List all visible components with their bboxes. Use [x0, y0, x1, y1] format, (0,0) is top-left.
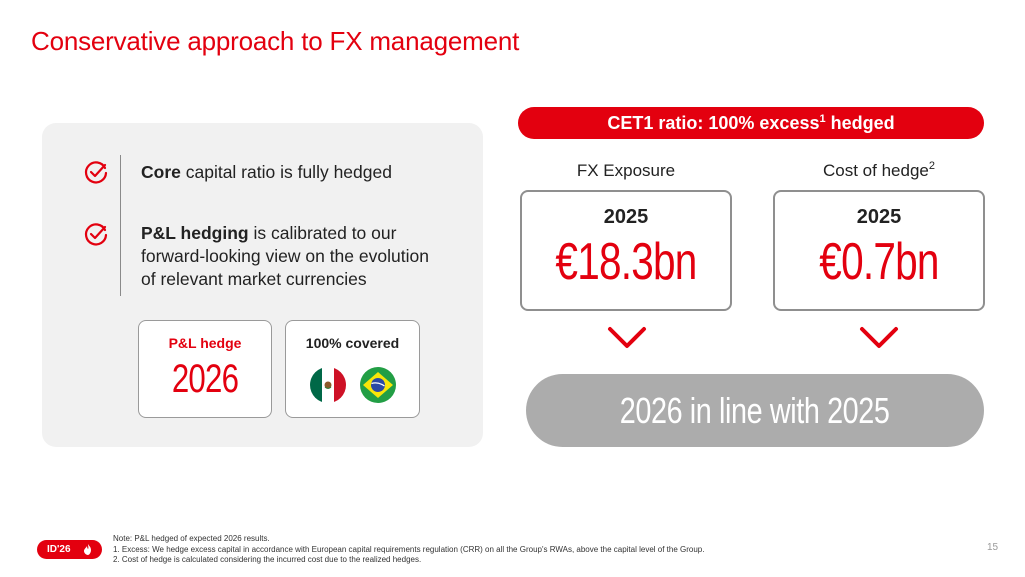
fx-exposure-card: 2025 €18.3bn: [520, 190, 732, 311]
chevron-down-icon: [608, 327, 646, 348]
footnotes: Note: P&L hedged of expected 2026 result…: [113, 534, 704, 566]
footnote-ref: 1: [819, 113, 826, 125]
cost-of-hedge-header: Cost of hedge2: [773, 161, 985, 181]
conclusion-pill: 2026 in line with 2025: [526, 374, 984, 447]
bullet-text-line2: forward-looking view on the evolution: [141, 246, 429, 266]
bullet-bold: P&L hedging: [141, 223, 249, 243]
chevron-down-icon: [860, 327, 898, 348]
column-header-text: FX Exposure: [576, 161, 676, 180]
bullet-core-capital: Core capital ratio is fully hedged: [141, 161, 392, 184]
bullet-text: capital ratio is fully hedged: [180, 162, 392, 182]
cet1-banner: CET1 ratio: 100% excess1 hedged: [518, 107, 984, 139]
check-circle-icon: [84, 161, 108, 184]
bullet-bold: Core: [141, 162, 181, 182]
mexico-flag-icon: [310, 367, 346, 403]
pl-hedge-year: 2026: [171, 357, 239, 401]
column-header-text: Cost of hedge: [823, 161, 929, 180]
bullet-divider: [120, 155, 121, 296]
cost-of-hedge-year: 2025: [856, 206, 902, 228]
footnote-1: 1. Excess: We hedge excess capital in ac…: [113, 544, 705, 554]
event-badge-text: ID'26: [47, 544, 71, 555]
footnote-note: Note: P&L hedged of expected 2026 result…: [113, 534, 270, 543]
flame-logo-icon: [84, 544, 91, 555]
pl-hedge-label: P&L hedge: [168, 335, 242, 351]
check-circle-icon: [84, 223, 108, 246]
bullet-text: is calibrated to our: [248, 223, 397, 243]
bullet-pl-hedging: P&L hedging is calibrated to our forward…: [141, 222, 429, 291]
page-title: Conservative approach to FX management: [31, 26, 520, 56]
covered-label: 100% covered: [305, 335, 400, 351]
fx-exposure-header: FX Exposure: [520, 161, 732, 181]
conclusion-text: 2026 in line with 2025: [620, 390, 890, 431]
covered-card: 100% covered: [285, 320, 420, 418]
brazil-flag-icon: [360, 367, 396, 403]
cost-of-hedge-card: 2025 €0.7bn: [773, 190, 985, 311]
footnote-ref: 2: [928, 160, 935, 172]
page-number: 15: [987, 542, 999, 553]
event-badge: ID'26: [37, 540, 102, 559]
fx-exposure-value: €18.3bn: [555, 233, 697, 291]
cet1-banner-text: CET1 ratio: 100% excess: [607, 113, 820, 133]
cost-of-hedge-value: €0.7bn: [819, 233, 939, 291]
footnote-2: 2. Cost of hedge is calculated consideri…: [113, 555, 422, 564]
pl-hedge-card: P&L hedge 2026: [138, 320, 272, 418]
cet1-banner-suffix: hedged: [825, 113, 895, 133]
bullet-text-line3: of relevant market currencies: [141, 269, 367, 289]
fx-exposure-year: 2025: [603, 206, 649, 228]
